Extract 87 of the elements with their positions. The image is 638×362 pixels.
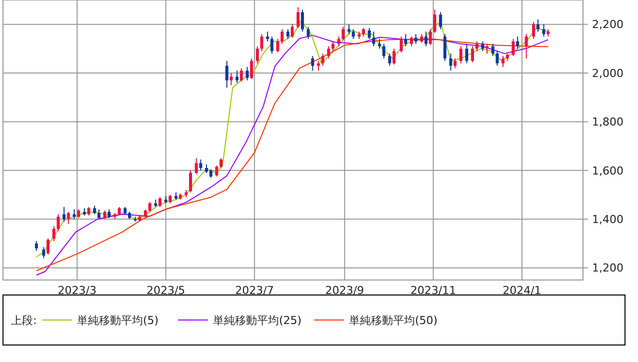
candlestick [240, 68, 243, 82]
y-tick-label: 1,400 [592, 212, 624, 226]
candlestick [378, 38, 381, 50]
candlestick [327, 46, 330, 59]
candlestick [306, 26, 310, 40]
candlestick [286, 28, 290, 40]
candlestick [270, 36, 274, 54]
candlestick [230, 72, 233, 86]
x-tick-label: 2023/3 [58, 284, 96, 297]
candlestick [280, 28, 284, 44]
candlestick [459, 46, 462, 64]
candlestick [342, 26, 345, 41]
candlestick [260, 34, 264, 52]
candlestick [481, 40, 484, 52]
legend-label: 単純移動平均(5) [77, 314, 159, 327]
candlestick [392, 48, 396, 66]
y-tick-label: 1,600 [592, 164, 624, 178]
candlestick [475, 40, 478, 52]
candlestick [400, 36, 403, 53]
candlestick [246, 66, 249, 81]
candlestick [321, 53, 324, 66]
x-tick-label: 2023/11 [410, 284, 456, 297]
candlestick [388, 53, 392, 66]
candlestick [215, 165, 218, 178]
candlestick [52, 226, 56, 242]
legend-label: 単純移動平均(25) [213, 314, 302, 327]
y-tick-label: 1,800 [592, 116, 624, 129]
candlestick [542, 24, 546, 38]
candlestick [449, 53, 452, 72]
candlestick [250, 58, 254, 80]
candlestick [158, 196, 162, 208]
candlestick [296, 6, 300, 28]
candlestick [512, 38, 515, 56]
candlestick [97, 208, 100, 220]
candlestick [225, 60, 228, 88]
candlestick [439, 12, 442, 30]
candlestick [532, 21, 536, 40]
candlestick [236, 70, 239, 84]
candlestick [454, 58, 457, 69]
candlestick [276, 38, 280, 53]
candlestick [502, 56, 505, 68]
candlestick [331, 40, 334, 52]
candlestick [199, 158, 202, 171]
candlestick [42, 246, 46, 259]
y-tick-label: 2,000 [592, 66, 624, 80]
y-tick-label: 1,200 [592, 262, 624, 275]
candlestick [404, 34, 408, 47]
candlestick [368, 28, 371, 40]
candlestick [56, 214, 60, 232]
candlestick [433, 9, 436, 34]
candlestick [372, 31, 376, 47]
candlestick [290, 24, 294, 38]
candlestick [410, 36, 413, 47]
candlestick [220, 158, 223, 168]
candlestick [189, 170, 192, 193]
candlestick [491, 43, 494, 56]
candlestick [337, 36, 340, 47]
legend-label: 単純移動平均(50) [349, 314, 438, 327]
x-tick-label: 2023/9 [325, 284, 364, 297]
candlestick [496, 50, 499, 66]
candlestick [465, 43, 468, 64]
candlestick [311, 56, 314, 72]
candlestick [148, 202, 152, 212]
y-tick-label: 2,200 [592, 18, 624, 32]
candlestick [300, 9, 304, 32]
x-tick-label: 2024/1 [502, 284, 542, 297]
candlestick [194, 158, 198, 175]
candlestick [428, 28, 432, 46]
legend-title: 上段: [11, 314, 37, 327]
x-tick-label: 2023/5 [146, 284, 186, 297]
candlestick [524, 34, 528, 59]
x-tick-label: 2023/7 [235, 284, 274, 297]
candlestick [516, 36, 520, 50]
candlestick [66, 211, 70, 224]
candlestick [256, 46, 259, 64]
candlestick [424, 31, 428, 47]
candlestick [347, 24, 350, 35]
candlestick [46, 238, 50, 255]
candlestick [266, 31, 270, 42]
candlestick [352, 28, 355, 40]
candlestick [34, 240, 38, 252]
candlestick [414, 34, 418, 44]
candlestick [443, 34, 446, 62]
candlestick [62, 206, 66, 222]
candlestick [471, 46, 474, 63]
candlestick [536, 18, 540, 32]
candlestick [382, 43, 386, 59]
